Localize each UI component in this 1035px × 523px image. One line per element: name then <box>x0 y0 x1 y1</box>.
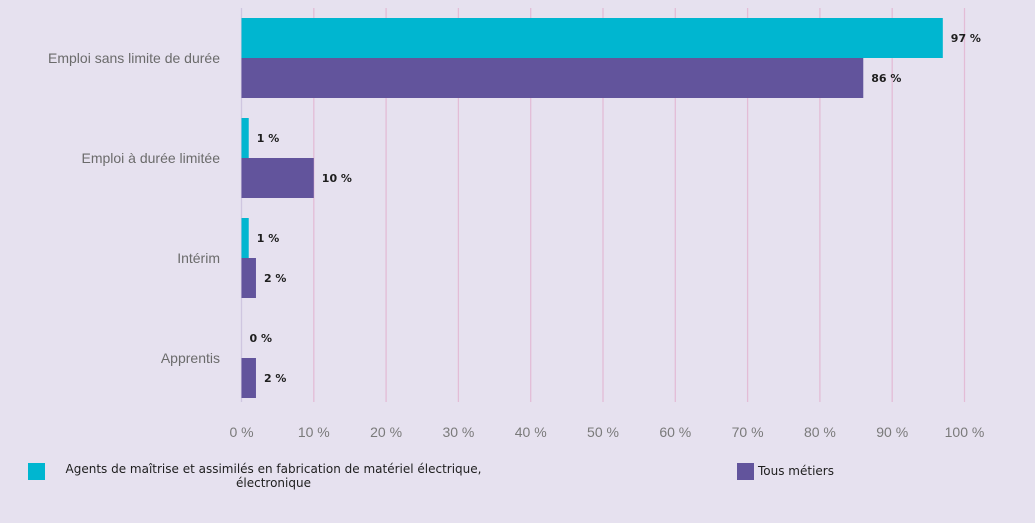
legend-label-agents: Agents de maîtrise et assimilés en fabri… <box>65 462 482 490</box>
x-tick-label: 100 % <box>945 424 985 440</box>
data-labels: 97 % 86 % 1 % 10 % 1 % 2 % 0 % 2 % <box>250 32 981 385</box>
legend-swatch-tous-metiers <box>737 463 754 480</box>
x-tick-label: 90 % <box>876 424 908 440</box>
category-label: Emploi sans limite de durée <box>48 50 220 66</box>
data-label: 97 % <box>951 32 981 45</box>
x-tick-label: 10 % <box>298 424 330 440</box>
legend-item-agents[interactable]: Agents de maîtrise et assimilés en fabri… <box>28 462 498 490</box>
data-label: 86 % <box>871 72 901 85</box>
x-tick-label: 0 % <box>229 424 253 440</box>
data-label: 2 % <box>264 272 287 285</box>
data-label: 0 % <box>250 332 273 345</box>
x-tick-label: 30 % <box>442 424 474 440</box>
x-tick-label: 60 % <box>659 424 691 440</box>
legend-label-tous-metiers: Tous métiers <box>758 464 834 478</box>
x-tick-labels: 0 % 10 % 20 % 30 % 40 % 50 % 60 % 70 % 80 % 90 % 1… <box>229 424 985 440</box>
data-label: 10 % <box>322 172 352 185</box>
x-tick-label: 40 % <box>515 424 547 440</box>
bar[interactable] <box>241 218 249 258</box>
x-tick-label: 70 % <box>732 424 764 440</box>
bar[interactable] <box>241 258 256 298</box>
category-labels: Emploi sans limite de durée Emploi à duré… <box>48 50 220 366</box>
bar[interactable] <box>241 58 864 98</box>
x-tick-label: 20 % <box>370 424 402 440</box>
category-label: Apprentis <box>161 350 220 366</box>
bar[interactable] <box>241 158 314 198</box>
category-label: Emploi à durée limitée <box>81 150 220 166</box>
data-label: 1 % <box>257 132 280 145</box>
bar[interactable] <box>241 18 943 58</box>
legend-item-tous-metiers[interactable]: Tous métiers <box>737 462 937 480</box>
category-label: Intérim <box>177 250 220 266</box>
data-label: 1 % <box>257 232 280 245</box>
bars <box>241 18 943 398</box>
x-tick-label: 50 % <box>587 424 619 440</box>
bar[interactable] <box>241 358 256 398</box>
bar[interactable] <box>241 118 249 158</box>
legend-swatch-agents <box>28 463 45 480</box>
data-label: 2 % <box>264 372 287 385</box>
x-tick-label: 80 % <box>804 424 836 440</box>
